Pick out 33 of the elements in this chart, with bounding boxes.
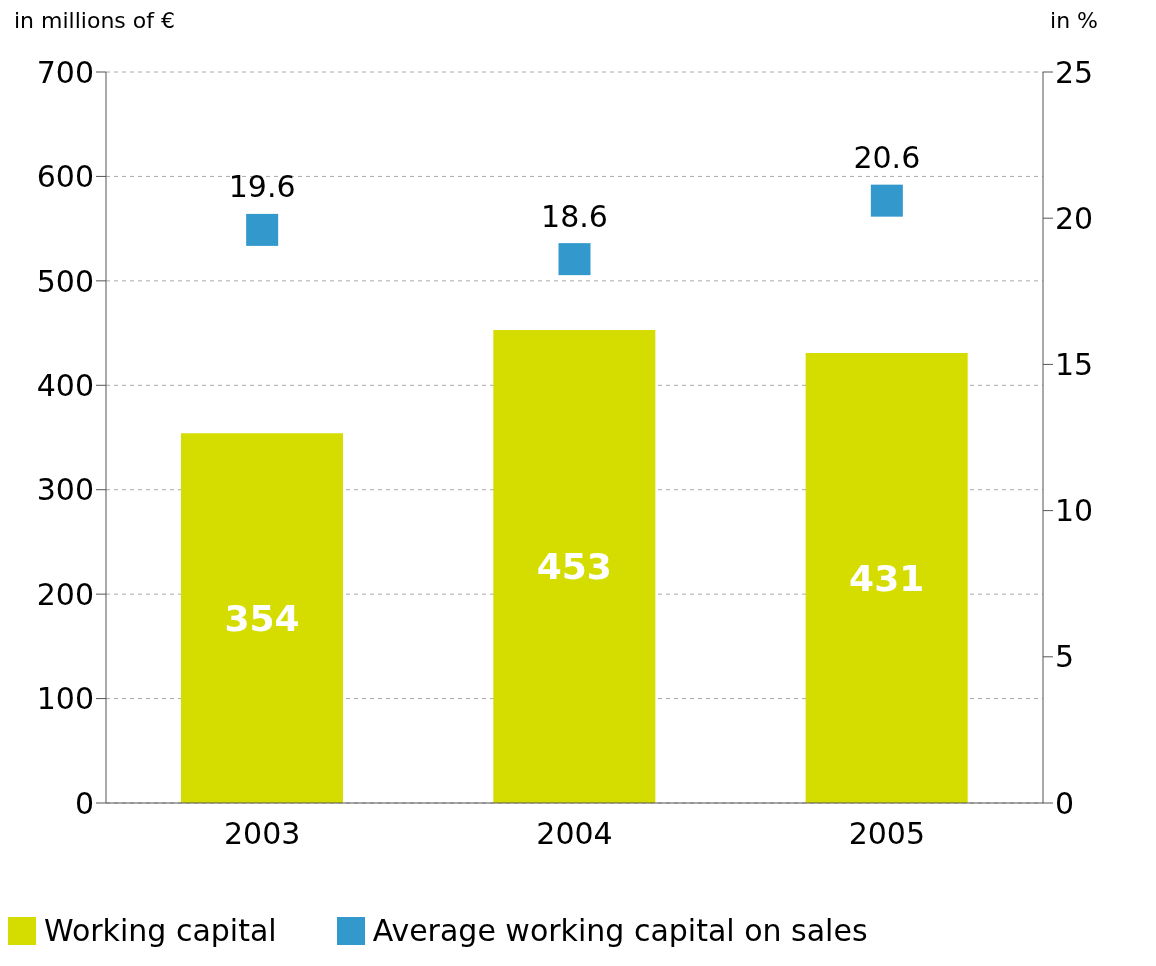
point xyxy=(870,184,903,217)
data-label: 20.6 xyxy=(853,140,921,176)
y-tick-label: 500 xyxy=(36,263,94,299)
x-tick-label: 2004 xyxy=(536,816,613,852)
y-tick-label: 100 xyxy=(36,681,94,717)
y-tick-label: 300 xyxy=(36,472,94,508)
data-label: 18.6 xyxy=(541,198,608,234)
bar xyxy=(493,329,656,803)
y-tick-label: 400 xyxy=(36,367,94,403)
y2-axis-title: in % xyxy=(1050,8,1098,33)
y-tick-label: 600 xyxy=(36,159,94,195)
point xyxy=(558,243,591,276)
y2-tick-label: 10 xyxy=(1055,493,1094,529)
y2-tick-label: 15 xyxy=(1055,347,1094,383)
data-label: 431 xyxy=(849,557,925,599)
y-axis-title: in millions of € xyxy=(14,8,175,33)
y-tick-label: 700 xyxy=(36,54,94,90)
data-label: 354 xyxy=(224,597,300,639)
legend-label: Working capital xyxy=(43,913,277,948)
y2-tick-label: 20 xyxy=(1055,200,1094,236)
y2-tick-label: 0 xyxy=(1055,785,1075,821)
data-label: 19.6 xyxy=(228,169,296,205)
y2-tick-label: 5 xyxy=(1055,639,1075,675)
bar xyxy=(181,433,343,803)
legend-label: Average working capital on sales xyxy=(371,913,868,948)
x-tick-label: 2005 xyxy=(848,816,926,852)
y2-tick-label: 25 xyxy=(1055,54,1094,90)
bar xyxy=(805,352,968,803)
x-tick-label: 2003 xyxy=(223,816,301,852)
y-tick-label: 200 xyxy=(36,576,94,612)
data-label: 453 xyxy=(536,546,612,588)
point xyxy=(246,213,279,246)
y-tick-label: 0 xyxy=(74,785,94,821)
